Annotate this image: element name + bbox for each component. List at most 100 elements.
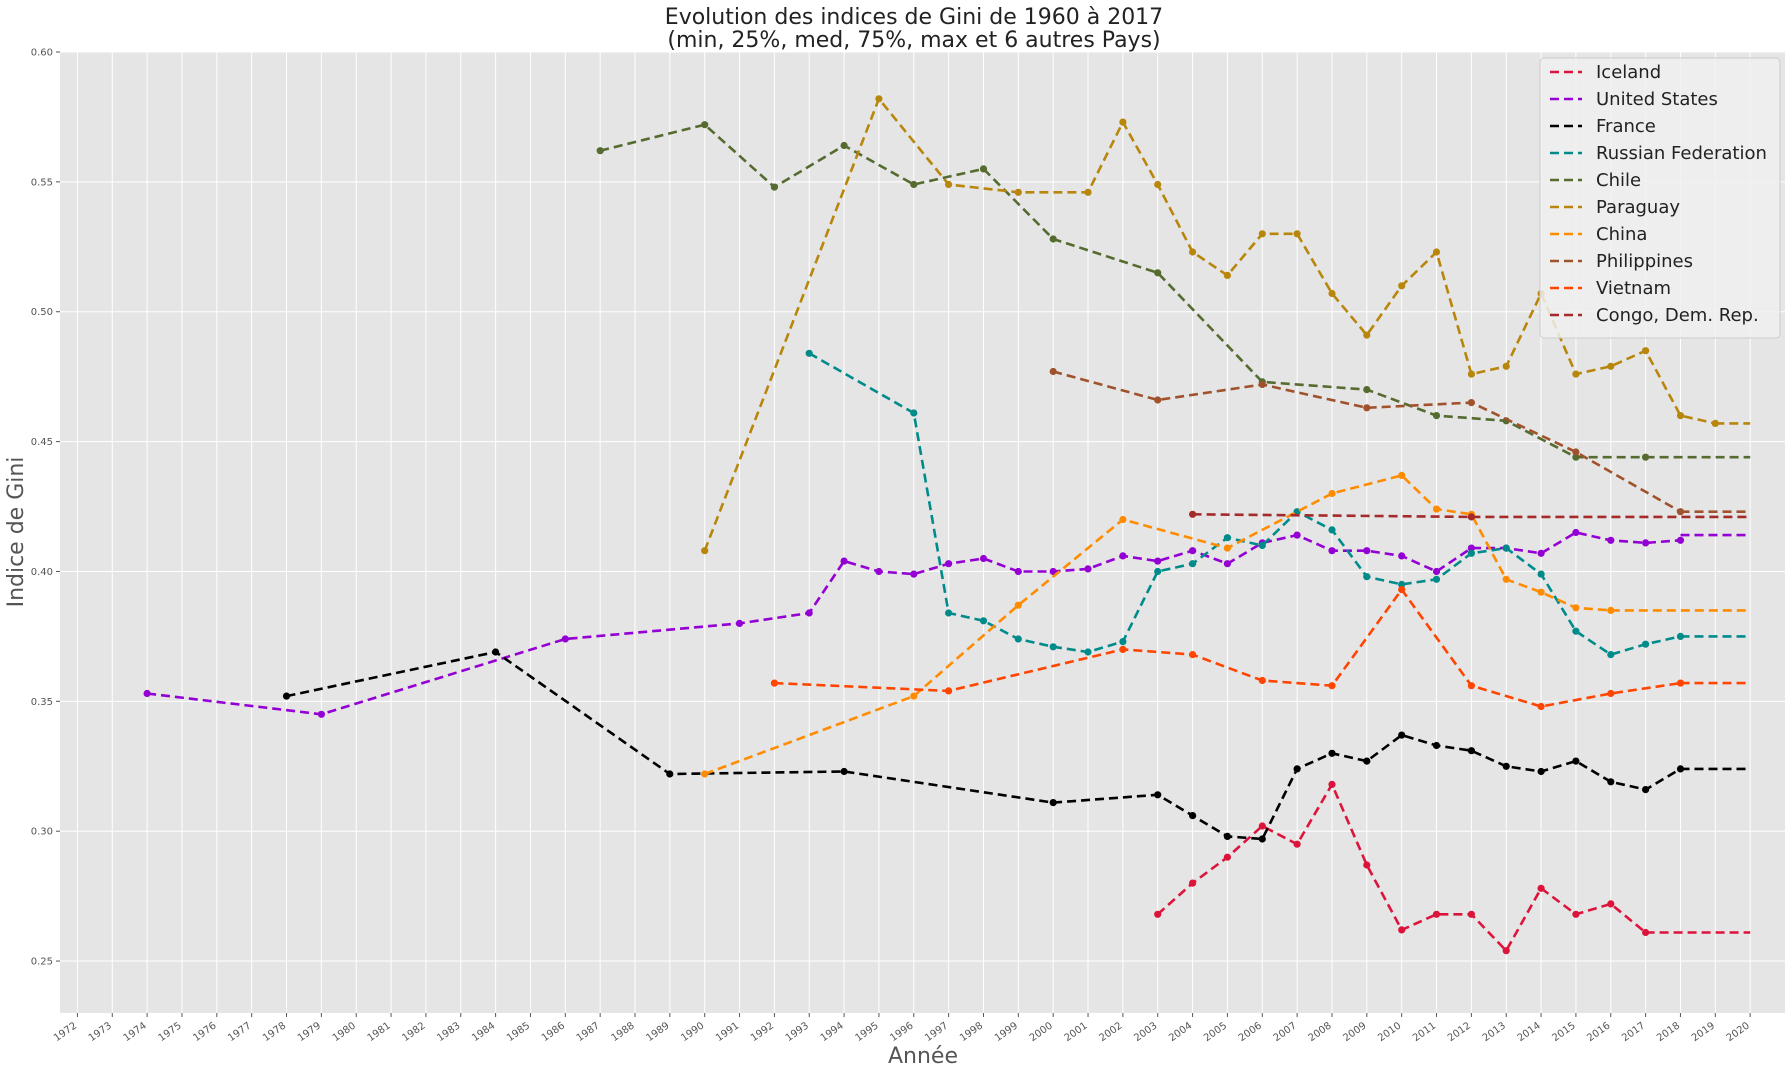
legend-frame (1539, 57, 1781, 339)
data-point-iceland (1293, 840, 1301, 848)
data-point-iceland (1467, 910, 1475, 918)
data-point-philippines (1363, 404, 1371, 412)
data-point-paraguay (1363, 331, 1371, 339)
data-point-france (1432, 741, 1441, 750)
legend-label-philippines: Philippines (1596, 251, 1693, 272)
x-axis-label: Année (888, 1044, 958, 1069)
plot-area (60, 52, 1785, 1013)
data-point-china (1223, 544, 1231, 552)
data-point-france (1223, 832, 1231, 841)
data-point-france (492, 648, 500, 656)
data-point-paraguay (1607, 362, 1615, 370)
data-point-vietnam (1676, 679, 1685, 687)
data-point-iceland (1537, 884, 1545, 892)
x-tick-label: 2016 (1585, 1020, 1612, 1044)
x-tick-label: 2001 (1063, 1020, 1090, 1044)
x-tick-label: 1979 (296, 1020, 323, 1044)
data-point-paraguay (1711, 419, 1719, 427)
data-point-france (1607, 778, 1615, 786)
data-point-russian-federation (1049, 643, 1057, 651)
data-point-russian-federation (1084, 648, 1092, 656)
data-point-paraguay (1398, 282, 1406, 290)
series-line-congo-dem-rep (1192, 513, 1472, 519)
data-point-paraguay (1258, 230, 1266, 238)
x-tick-label: 2003 (1132, 1020, 1159, 1044)
x-tick-label: 1998 (958, 1020, 985, 1044)
y-tick-label: 0.55 (31, 177, 53, 188)
data-point-paraguay (1676, 412, 1685, 420)
data-point-congo-dem-rep (1467, 513, 1475, 521)
data-point-russian-federation (1607, 651, 1615, 659)
data-point-iceland (1328, 780, 1336, 789)
data-point-russian-federation (1223, 534, 1231, 542)
data-point-russian-federation (805, 349, 813, 357)
data-point-chile (979, 165, 988, 173)
x-tick-label: 1981 (366, 1020, 393, 1044)
data-point-united-states (1223, 560, 1231, 568)
x-tick-label: 2014 (1516, 1020, 1543, 1044)
data-point-iceland (1363, 861, 1371, 869)
series-layer (143, 95, 1751, 955)
x-tick-label: 1976 (191, 1020, 218, 1044)
plot-background (60, 52, 1785, 1013)
x-tick-label: 1984 (470, 1020, 497, 1044)
x-tick-label: 2005 (1202, 1020, 1229, 1044)
series-vietnam (770, 586, 1751, 711)
x-tick-label: 1982 (400, 1020, 427, 1044)
x-tick-label: 1985 (505, 1020, 532, 1044)
x-tick-label: 1991 (714, 1020, 741, 1044)
data-point-iceland (1189, 879, 1197, 887)
data-point-iceland (1223, 853, 1231, 861)
x-tick-label: 1977 (226, 1020, 253, 1044)
data-point-china (1398, 471, 1406, 479)
x-tick-label: 1999 (993, 1020, 1020, 1044)
data-point-russian-federation (1676, 632, 1685, 641)
data-point-united-states (143, 689, 151, 698)
data-point-russian-federation (1432, 575, 1441, 583)
data-point-chile (910, 180, 918, 189)
x-tick-label: 1992 (749, 1020, 776, 1044)
data-point-united-states (1398, 552, 1406, 560)
data-point-china (1119, 515, 1127, 524)
x-tick-label: 1988 (610, 1020, 637, 1044)
data-point-paraguay (945, 180, 953, 189)
series-united-states (143, 528, 1751, 718)
data-point-iceland (1642, 928, 1650, 937)
data-point-philippines (1676, 508, 1685, 516)
data-point-france (1572, 757, 1580, 765)
x-tick-label: 2017 (1620, 1020, 1647, 1044)
data-point-iceland (1258, 822, 1266, 830)
data-point-france (1258, 835, 1266, 843)
data-point-chile (596, 147, 604, 155)
data-point-united-states (1607, 536, 1615, 544)
chart-title-line1: Evolution des indices de Gini de 1960 à … (665, 5, 1163, 30)
data-point-united-states (1676, 536, 1685, 544)
data-point-chile (1154, 269, 1162, 277)
x-tick-label: 2009 (1341, 1020, 1368, 1044)
data-point-united-states (840, 557, 848, 565)
x-tick-label: 2011 (1411, 1020, 1438, 1044)
data-point-united-states (875, 567, 883, 576)
data-point-chile (1572, 453, 1580, 461)
data-point-philippines (1049, 367, 1057, 376)
data-point-russian-federation (1328, 526, 1336, 534)
data-point-united-states (910, 570, 918, 578)
legend-label-france: France (1596, 116, 1656, 137)
y-tick-label: 0.35 (31, 697, 53, 708)
legend-label-vietnam: Vietnam (1596, 278, 1671, 299)
data-point-paraguay (1223, 271, 1231, 279)
data-point-philippines (1572, 448, 1580, 456)
data-point-united-states (805, 609, 813, 617)
x-tick-label: 1975 (157, 1020, 184, 1044)
legend-label-iceland: Iceland (1596, 62, 1661, 83)
series-philippines (1049, 367, 1751, 516)
data-point-russian-federation (1014, 635, 1022, 643)
data-point-paraguay (1154, 180, 1162, 189)
x-tick-label: 1990 (679, 1020, 706, 1044)
data-point-philippines (1154, 396, 1162, 404)
data-point-france (1398, 731, 1406, 739)
x-tick-label: 2018 (1655, 1020, 1682, 1044)
x-tick-label: 1978 (261, 1020, 288, 1044)
series-france (282, 648, 1751, 843)
